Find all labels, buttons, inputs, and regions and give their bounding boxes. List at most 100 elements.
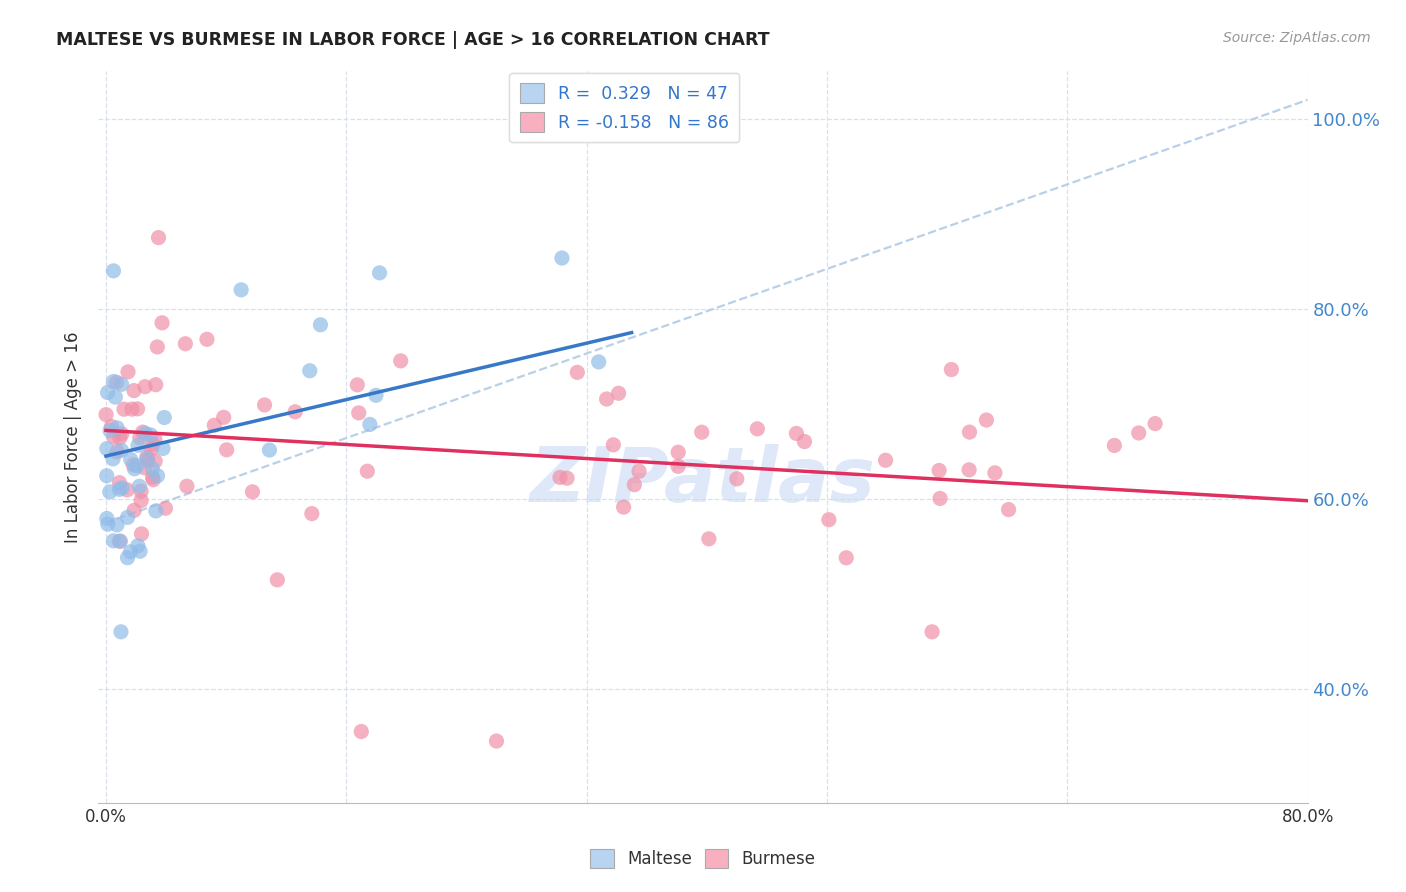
Point	[108, 534, 131, 549]
Point	[941, 362, 963, 376]
Point	[127, 401, 149, 416]
Point	[301, 507, 323, 521]
Point	[122, 503, 145, 517]
Point	[141, 470, 163, 484]
Point	[595, 392, 617, 406]
Point	[1144, 417, 1167, 431]
Point	[142, 437, 165, 451]
Point	[242, 484, 264, 499]
Point	[666, 459, 689, 474]
Point	[101, 451, 124, 466]
Point	[347, 406, 370, 420]
Point	[346, 377, 368, 392]
Point	[146, 468, 169, 483]
Point	[134, 426, 156, 441]
Point	[105, 444, 128, 458]
Point	[284, 405, 307, 419]
Point	[98, 484, 121, 499]
Point	[818, 513, 841, 527]
Point	[793, 434, 815, 449]
Point	[350, 724, 373, 739]
Point	[253, 398, 276, 412]
Point	[97, 517, 120, 532]
Point	[202, 418, 225, 433]
Point	[567, 365, 589, 379]
Point	[103, 430, 125, 444]
Point	[136, 451, 159, 466]
Point	[921, 624, 943, 639]
Point	[120, 452, 142, 467]
Point	[125, 458, 148, 473]
Point	[108, 483, 131, 497]
Point	[111, 426, 134, 441]
Point	[124, 462, 146, 476]
Point	[555, 471, 578, 485]
Point	[97, 385, 120, 400]
Point	[929, 491, 952, 506]
Point	[105, 376, 128, 390]
Point	[117, 550, 139, 565]
Point	[120, 545, 142, 559]
Point	[110, 377, 132, 392]
Point	[356, 464, 378, 478]
Point	[103, 533, 125, 548]
Point	[959, 425, 981, 439]
Point	[259, 443, 281, 458]
Point	[135, 450, 157, 464]
Point	[117, 365, 139, 379]
Point	[96, 468, 118, 483]
Legend: R =  0.329   N = 47, R = -0.158   N = 86: R = 0.329 N = 47, R = -0.158 N = 86	[509, 73, 740, 143]
Text: ZIPatlas: ZIPatlas	[530, 444, 876, 518]
Point	[148, 230, 170, 244]
Point	[195, 332, 218, 346]
Point	[142, 473, 165, 487]
Point	[108, 431, 131, 445]
Point	[110, 624, 132, 639]
Point	[666, 445, 689, 459]
Point	[103, 375, 125, 389]
Point	[105, 421, 128, 435]
Point	[110, 443, 132, 458]
Point	[785, 426, 807, 441]
Point	[121, 402, 143, 417]
Point	[997, 502, 1019, 516]
Point	[298, 364, 321, 378]
Point	[212, 410, 235, 425]
Point	[155, 501, 177, 516]
Point	[613, 500, 636, 515]
Legend: Maltese, Burmese: Maltese, Burmese	[583, 842, 823, 875]
Point	[104, 390, 127, 404]
Point	[139, 428, 162, 442]
Point	[110, 534, 132, 549]
Point	[128, 431, 150, 445]
Point	[98, 424, 121, 438]
Point	[364, 388, 387, 402]
Point	[1104, 438, 1126, 452]
Point	[132, 425, 155, 439]
Point	[131, 527, 153, 541]
Point	[153, 410, 176, 425]
Point	[94, 408, 117, 422]
Point	[266, 573, 288, 587]
Text: Source: ZipAtlas.com: Source: ZipAtlas.com	[1223, 31, 1371, 45]
Point	[96, 511, 118, 525]
Point	[690, 425, 713, 440]
Point	[928, 463, 950, 477]
Point	[134, 380, 156, 394]
Point	[875, 453, 897, 467]
Point	[368, 266, 391, 280]
Point	[485, 734, 508, 748]
Point	[134, 460, 156, 475]
Point	[152, 442, 174, 456]
Point	[136, 453, 159, 467]
Point	[548, 470, 571, 484]
Point	[127, 539, 149, 553]
Point	[628, 464, 651, 478]
Point	[105, 517, 128, 532]
Point	[143, 432, 166, 446]
Point	[122, 384, 145, 398]
Point	[103, 264, 125, 278]
Point	[602, 438, 624, 452]
Point	[143, 454, 166, 468]
Point	[129, 493, 152, 508]
